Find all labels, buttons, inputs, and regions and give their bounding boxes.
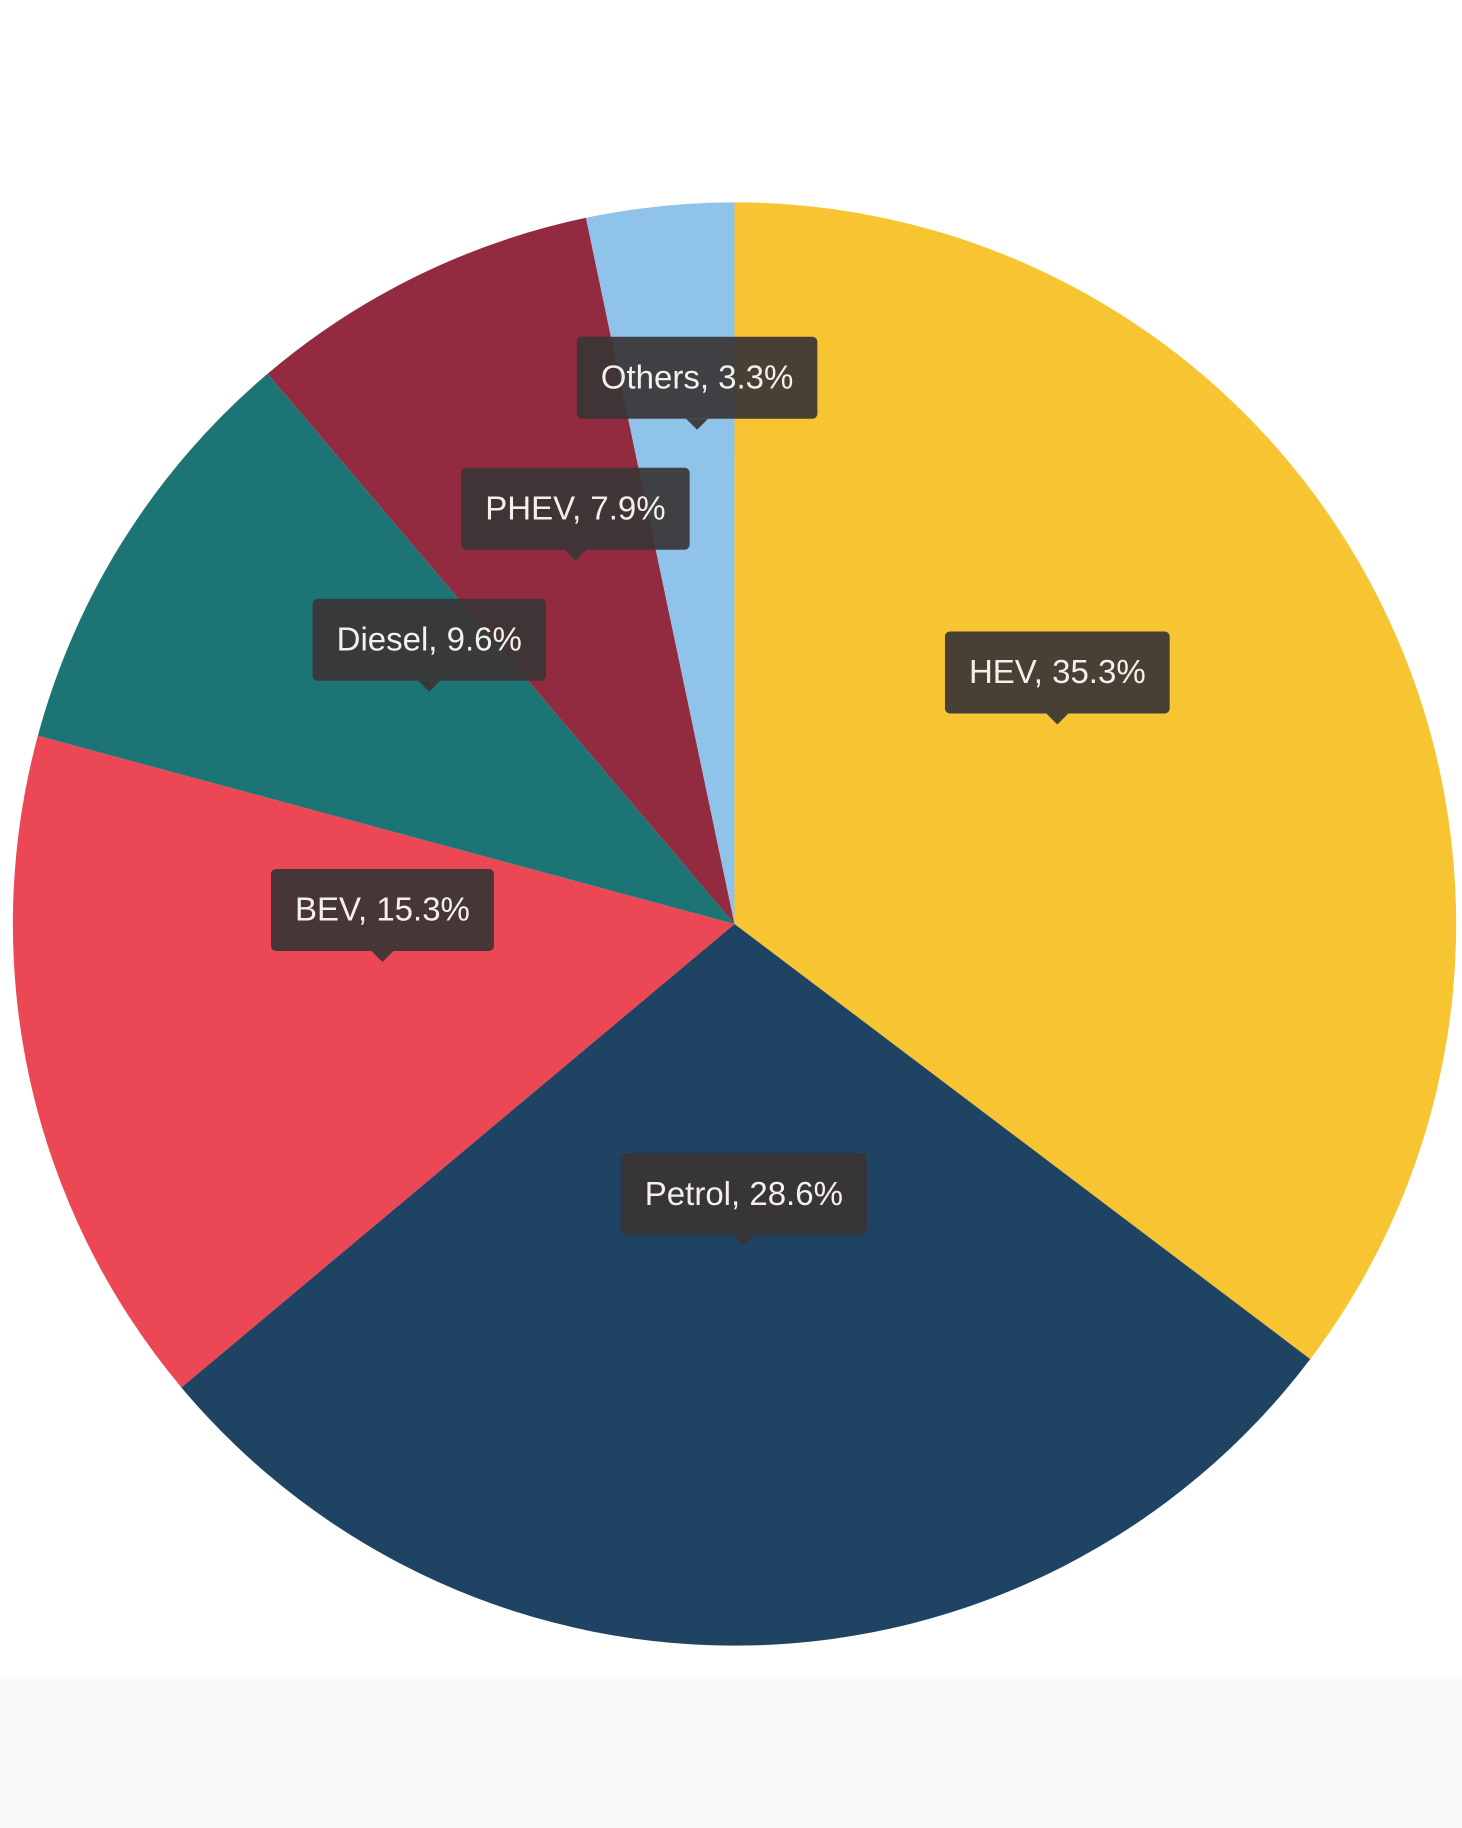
label-box	[270, 868, 494, 951]
label-callout: BEV, 15.3%	[270, 868, 494, 962]
label-pointer	[564, 549, 587, 561]
label-callout: Diesel, 9.6%	[312, 598, 546, 692]
pie-slice	[12, 735, 735, 1388]
pie-slice	[734, 202, 1457, 1360]
label-pointer	[1046, 713, 1069, 725]
label-box	[620, 1153, 867, 1236]
label-callout: Petrol, 28.6%	[620, 1153, 867, 1247]
label-callout: PHEV, 7.9%	[461, 467, 690, 561]
slice-label: PHEV, 7.9%	[485, 489, 665, 526]
slice-label: BEV, 15.3%	[295, 891, 470, 928]
label-box	[461, 467, 690, 550]
label-pointer	[686, 418, 709, 430]
slice-label: Petrol, 28.6%	[645, 1175, 843, 1212]
slice-label: Others, 3.3%	[601, 358, 794, 395]
slice-label: Diesel, 9.6%	[337, 620, 522, 657]
label-box	[312, 598, 546, 681]
label-box	[944, 631, 1170, 714]
page-footer-band	[0, 1676, 1462, 1828]
label-pointer	[418, 680, 441, 692]
label-pointer	[732, 1235, 755, 1247]
label-box	[576, 336, 818, 419]
pie-slice	[181, 923, 1311, 1646]
label-callout: HEV, 35.3%	[944, 631, 1170, 725]
slice-label: HEV, 35.3%	[969, 653, 1146, 690]
label-callout: Others, 3.3%	[576, 336, 818, 430]
label-pointer	[371, 950, 394, 962]
